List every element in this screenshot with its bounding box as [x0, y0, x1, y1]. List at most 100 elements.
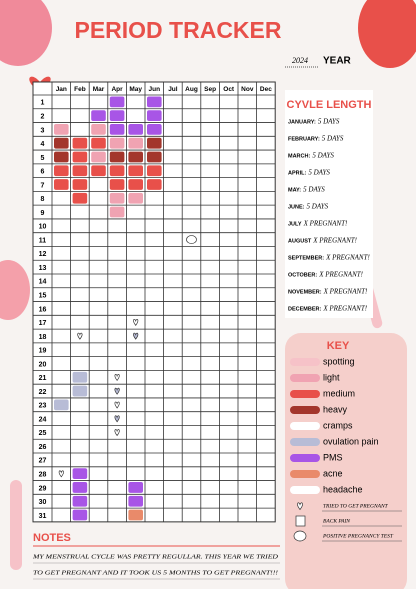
key-list: spotting light medium heavy cramps ovulation …	[290, 356, 402, 542]
month-label: Mar	[93, 86, 105, 93]
cycle-value: 5 DAYS	[307, 203, 329, 211]
day-label: 28	[39, 472, 47, 479]
notes-lines: MY MENSTRUAL CYCLE WAS PRETTY REGULLAR. …	[32, 553, 280, 580]
cell-color	[128, 179, 143, 190]
cycle-value: 5 DAYS	[308, 169, 330, 177]
cell-color	[128, 137, 143, 149]
key-label: BACK PAIN	[323, 518, 350, 524]
cell-color	[54, 124, 69, 135]
cell-heart	[114, 415, 120, 423]
key-swatch	[290, 390, 320, 398]
cell-color	[72, 509, 88, 521]
cell-color	[128, 151, 143, 163]
month-label: Jul	[168, 86, 178, 93]
key-circle	[293, 530, 307, 542]
cell-color	[128, 192, 143, 204]
day-label: 26	[39, 444, 47, 451]
key-label: spotting	[323, 356, 355, 366]
day-label: 9	[41, 210, 45, 217]
cell-color	[128, 495, 143, 507]
key-swatch	[290, 406, 320, 414]
key-title: KEY	[327, 340, 350, 352]
cell-color	[54, 151, 69, 163]
key-label: light	[323, 372, 340, 382]
month-label: May	[129, 86, 142, 93]
cell-color	[147, 124, 162, 135]
cell-color	[72, 179, 88, 190]
day-label: 3	[41, 127, 45, 134]
cell-heart	[114, 387, 120, 395]
decoration	[0, 260, 30, 320]
day-label: 22	[39, 389, 47, 396]
cell-color	[128, 165, 143, 177]
cell-color	[147, 165, 162, 177]
cell-color	[72, 495, 88, 507]
cycle-month: NOVEMBER:	[288, 289, 322, 295]
key-swatch	[290, 454, 320, 462]
key-swatch	[290, 358, 320, 366]
cell-color	[147, 179, 162, 190]
decoration	[0, 0, 52, 66]
cycle-month: SEPTEMBER:	[288, 255, 324, 261]
key-label: PMS	[323, 452, 343, 462]
year: 2024	[292, 56, 308, 65]
cell-color	[91, 124, 106, 135]
notes-line: TO GET PREGNANT AND IT TOOK US 5 MONTHS …	[33, 569, 278, 576]
cell-color	[72, 165, 88, 177]
cycle-value: X PREGNANT!	[322, 305, 367, 313]
cell-color	[147, 151, 162, 163]
key-label: POSITIVE PREGNANCY TEST	[322, 533, 394, 539]
cell-heart	[114, 429, 120, 437]
cell-color	[72, 385, 88, 397]
day-label: 24	[39, 416, 47, 423]
cell-color	[91, 165, 106, 177]
cell-color	[109, 96, 125, 108]
day-label: 8	[41, 196, 45, 203]
cell-color	[91, 137, 106, 149]
cell-color	[54, 165, 69, 177]
cycle-value: 5 DAYS	[322, 135, 344, 143]
cell-color	[54, 137, 69, 149]
decoration	[358, 0, 416, 68]
cell-color	[109, 151, 125, 163]
key-heart	[297, 502, 303, 511]
cycle-month: JULY	[288, 221, 302, 227]
cell-color	[54, 399, 69, 411]
day-label: 19	[39, 348, 47, 355]
cell-color	[72, 371, 88, 383]
title: PERIOD TRACKER	[74, 17, 281, 43]
cell-color	[109, 137, 125, 149]
day-label: 4	[41, 141, 45, 148]
day-label: 23	[39, 403, 47, 410]
key-label: medium	[323, 388, 355, 398]
cycle-value: X PREGNANT!	[312, 237, 357, 245]
key-label: heavy	[323, 404, 348, 414]
day-label: 1	[41, 100, 45, 107]
cell-heart	[114, 401, 120, 409]
day-label: 29	[39, 485, 47, 492]
day-label: 20	[39, 361, 47, 368]
cell-color	[91, 151, 106, 163]
key-label: acne	[323, 468, 343, 478]
cycle-month: JUNE:	[288, 204, 305, 210]
month-label: Oct	[223, 86, 235, 93]
cell-circle	[186, 235, 197, 244]
month-label: Sep	[204, 86, 216, 93]
cell-color	[72, 151, 88, 163]
month-label: Feb	[74, 86, 86, 93]
day-label: 21	[39, 375, 47, 382]
cell-color	[109, 206, 125, 218]
cell-color	[109, 192, 125, 204]
day-label: 14	[39, 279, 47, 286]
day-label: 2	[41, 113, 45, 120]
cycle-value: 5 DAYS	[318, 118, 340, 126]
cycle-value: 5 DAYS	[303, 186, 325, 194]
cell-heart	[58, 470, 64, 478]
day-label: 11	[39, 237, 47, 244]
cell-color	[72, 137, 88, 149]
cycle-month: OCTOBER:	[288, 272, 317, 278]
month-label: Jan	[56, 86, 67, 93]
cycle-month: DECEMBER:	[288, 306, 321, 312]
